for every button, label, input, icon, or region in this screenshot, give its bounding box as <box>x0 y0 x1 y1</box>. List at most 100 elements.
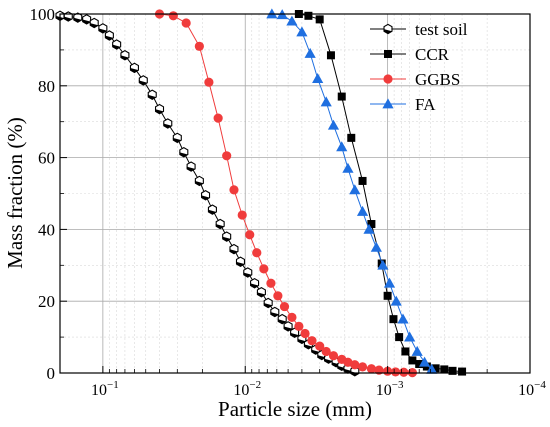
data-point <box>98 23 108 34</box>
x-tick-label: 10−3 <box>376 379 404 399</box>
data-point <box>245 230 255 240</box>
data-point <box>399 367 409 377</box>
data-point <box>120 50 130 61</box>
data-point <box>207 204 217 215</box>
data-point <box>418 356 431 367</box>
legend-label: FA <box>415 95 436 114</box>
data-point <box>296 26 308 37</box>
data-point <box>194 175 204 187</box>
data-point <box>215 218 225 230</box>
data-point <box>342 162 354 173</box>
data-point <box>163 118 173 129</box>
series-line <box>298 13 463 373</box>
data-point <box>304 47 316 58</box>
data-point <box>287 312 297 322</box>
marker-hexagon-fill <box>383 29 392 34</box>
data-point <box>350 360 360 370</box>
axis-ticks: 10−1 10−2 10−3 10−4 0 20 40 60 80 100 <box>30 5 547 399</box>
data-point <box>328 351 339 361</box>
marker-hexagon-fill <box>297 338 306 344</box>
y-tick-label: 80 <box>38 77 55 96</box>
data-point <box>304 11 313 20</box>
legend-marker <box>382 98 394 109</box>
data-point <box>383 291 392 300</box>
marker-hexagon-fill <box>63 16 73 22</box>
marker-hexagon-fill <box>98 28 107 33</box>
x-axis-title: Particle size (mm) <box>218 397 372 421</box>
data-point <box>395 333 404 342</box>
data-point <box>397 313 409 324</box>
marker-hexagon-fill <box>194 180 204 186</box>
data-point <box>370 241 382 252</box>
data-point <box>401 347 410 356</box>
marker-hexagon-fill <box>235 261 245 267</box>
data-point <box>213 113 223 123</box>
x-tick-label: 10−2 <box>233 379 261 399</box>
data-point <box>263 297 273 309</box>
data-point <box>411 345 423 356</box>
data-point <box>112 39 122 50</box>
data-point <box>358 176 367 185</box>
data-point <box>186 161 196 172</box>
data-point <box>179 146 189 158</box>
data-point <box>172 132 182 144</box>
marker-hexagon-fill <box>207 209 217 215</box>
series-fa <box>266 8 438 374</box>
marker-hexagon-fill <box>249 283 259 288</box>
marker-hexagon-fill <box>129 67 139 73</box>
y-tick-label: 20 <box>38 292 55 311</box>
marker-hexagon-fill <box>186 166 196 172</box>
legend: test soil CCR GGBS FA <box>370 20 468 114</box>
marker-hexagon-fill <box>112 44 121 50</box>
data-point <box>366 364 376 374</box>
data-point <box>336 141 348 152</box>
marker-hexagon-fill <box>270 311 279 317</box>
data-point <box>82 14 92 25</box>
data-point <box>337 92 346 101</box>
data-point <box>204 77 214 87</box>
data-point <box>315 15 324 24</box>
legend-marker <box>384 50 392 58</box>
grid <box>59 14 530 373</box>
y-tick-label: 60 <box>38 149 55 168</box>
data-point <box>256 286 266 298</box>
data-point <box>315 341 325 351</box>
data-point <box>347 133 356 142</box>
x-tick-label: 10−1 <box>91 379 119 399</box>
data-point <box>426 363 438 374</box>
series-line <box>271 13 433 370</box>
marker-hexagon-fill <box>317 355 326 360</box>
marker-hexagon-fill <box>215 224 225 229</box>
data-point <box>266 278 276 288</box>
data-point <box>279 301 290 312</box>
data-point <box>383 277 396 288</box>
data-point <box>168 11 178 21</box>
legend-label: CCR <box>415 45 450 64</box>
marker-hexagon-fill <box>343 368 352 374</box>
marker-hexagon-fill <box>277 319 287 324</box>
data-point <box>286 15 298 26</box>
data-point <box>229 243 239 255</box>
data-point <box>73 12 83 23</box>
data-point <box>222 231 232 242</box>
data-point <box>249 278 260 289</box>
marker-hexagon-fill <box>303 344 313 349</box>
marker-hexagon-fill <box>283 326 293 331</box>
data-point <box>300 328 310 339</box>
marker-hexagon-fill <box>263 302 273 308</box>
marker-hexagon-fill <box>89 22 99 28</box>
legend-marker <box>383 74 393 84</box>
legend-entry: GGBS <box>370 70 460 89</box>
legend-marker <box>383 23 393 35</box>
data-point <box>404 331 416 342</box>
x-tick-label: 10−4 <box>518 379 546 399</box>
data-point <box>181 18 191 28</box>
marker-hexagon-fill <box>147 94 157 100</box>
data-point <box>363 223 375 234</box>
y-tick-label: 40 <box>38 220 55 239</box>
data-point <box>266 8 278 19</box>
data-point <box>448 366 457 375</box>
data-point <box>154 103 165 115</box>
